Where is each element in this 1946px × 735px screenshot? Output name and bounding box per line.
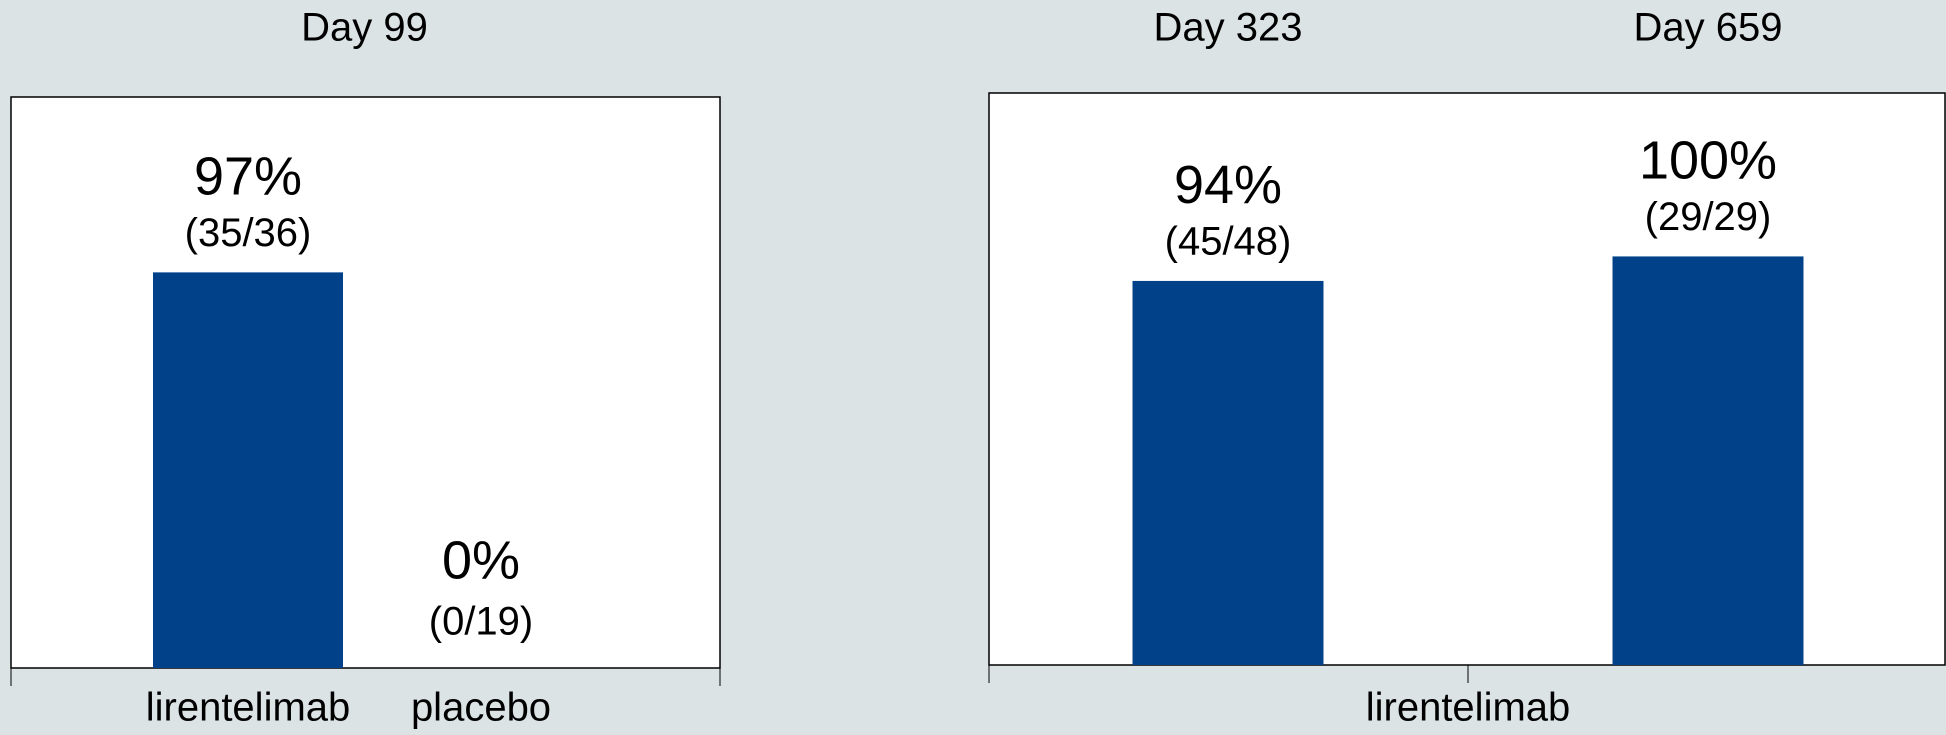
count-label: (35/36) xyxy=(185,211,312,255)
count-label: (0/19) xyxy=(429,600,534,644)
category-label: Day 323 xyxy=(1154,6,1303,50)
plot-area xyxy=(10,96,721,669)
value-label: 94% xyxy=(1174,155,1282,215)
bar xyxy=(1132,280,1324,665)
category-label: Day 659 xyxy=(1634,6,1783,50)
panel-title: Day 99 xyxy=(301,6,428,50)
count-label: (45/48) xyxy=(1165,220,1292,264)
value-label: 0% xyxy=(442,530,520,590)
value-label: 100% xyxy=(1639,131,1777,191)
bar xyxy=(1612,256,1804,665)
x-axis-label: lirentelimab xyxy=(1366,686,1571,730)
bar xyxy=(153,272,343,668)
category-label: lirentelimab xyxy=(146,686,351,730)
category-label: placebo xyxy=(411,686,551,730)
count-label: (29/29) xyxy=(1645,195,1772,239)
value-label: 97% xyxy=(194,147,302,207)
